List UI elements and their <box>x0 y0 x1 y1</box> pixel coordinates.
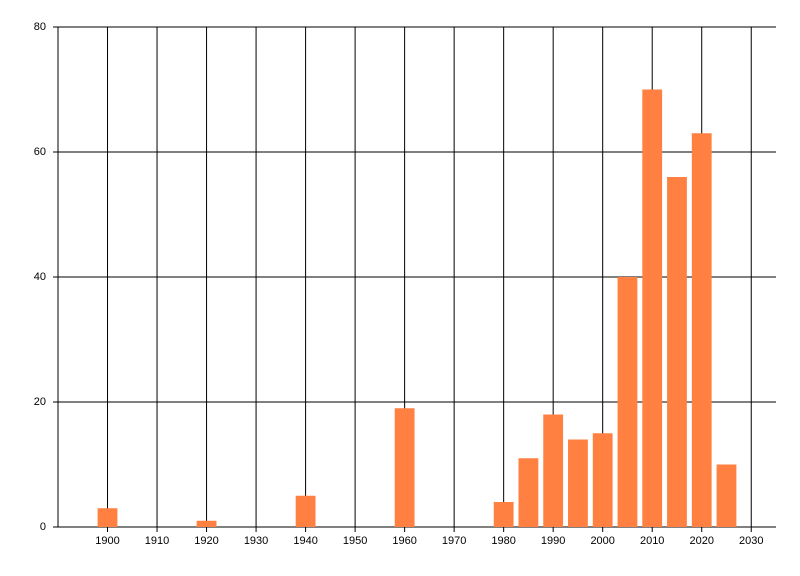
x-tick-label: 1960 <box>392 535 416 547</box>
bar <box>716 464 737 527</box>
x-tick-label: 1900 <box>95 535 119 547</box>
bar <box>295 495 316 527</box>
x-tick-label: 1970 <box>442 535 466 547</box>
x-tick-label: 2030 <box>739 535 763 547</box>
y-tick-label: 40 <box>34 271 46 283</box>
bar <box>394 408 415 527</box>
bar <box>642 89 663 527</box>
bar <box>568 439 588 527</box>
y-tick-label: 80 <box>34 21 46 33</box>
x-tick-label: 2020 <box>689 535 713 547</box>
bar <box>691 133 712 527</box>
bar <box>493 502 514 527</box>
x-tick-label: 1950 <box>343 535 367 547</box>
x-tick-label: 1910 <box>145 535 169 547</box>
x-tick-label: 1940 <box>293 535 317 547</box>
bar <box>543 414 564 527</box>
x-tick-label: 1980 <box>491 535 515 547</box>
x-tick-label: 1920 <box>194 535 218 547</box>
bar <box>592 433 613 527</box>
y-tick-label: 0 <box>40 521 46 533</box>
x-tick-label: 1930 <box>244 535 268 547</box>
y-tick-label: 60 <box>34 146 46 158</box>
x-tick-label: 1990 <box>541 535 565 547</box>
bar <box>518 458 539 527</box>
bar <box>196 520 217 527</box>
x-tick-label: 2010 <box>640 535 664 547</box>
bar <box>617 277 638 527</box>
x-tick-label: 2000 <box>590 535 614 547</box>
bar <box>667 177 687 527</box>
y-tick-label: 20 <box>34 396 46 408</box>
bar <box>97 508 118 527</box>
